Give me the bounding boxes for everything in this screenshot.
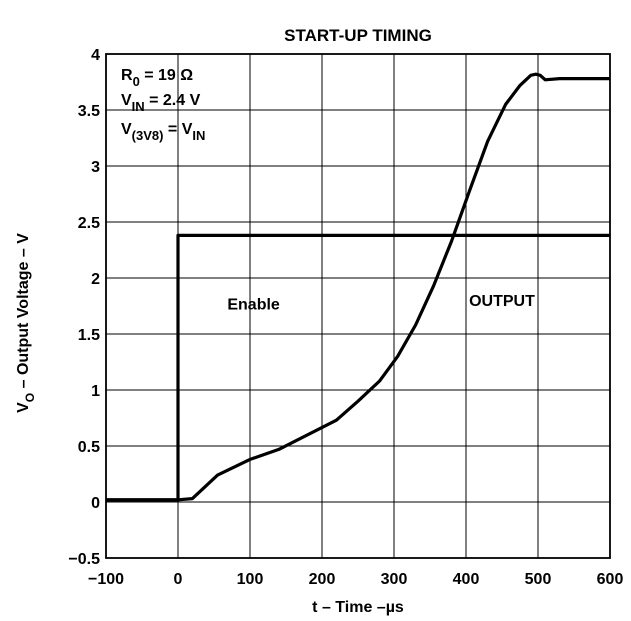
x-tick-label: 600	[597, 571, 624, 588]
annotation-label: OUTPUT	[469, 293, 535, 310]
y-tick-label: 1	[91, 383, 100, 400]
condition-line: VIN = 2.4 V	[121, 92, 201, 114]
chart-title: START-UP TIMING	[284, 26, 432, 45]
plot-frame	[105, 53, 611, 559]
x-tick-label: 400	[453, 571, 480, 588]
y-tick-label: 3	[91, 159, 100, 176]
y-tick-label: 1.5	[78, 327, 100, 344]
y-tick-label: 3.5	[78, 103, 100, 120]
y-tick-label: 4	[91, 47, 100, 64]
condition-line: V(3V8) = VIN	[121, 121, 205, 143]
y-tick-labels: −0.5 0 0.5 1 1.5 2 2.5 3 3.5 4	[68, 47, 100, 568]
conditions-box: R0 = 19 Ω VIN = 2.4 V V(3V8) = VIN	[121, 67, 205, 143]
x-tick-label: 0	[174, 571, 183, 588]
series-line-output	[106, 72, 610, 502]
y-tick-label: 2.5	[78, 215, 100, 232]
x-tick-labels: −100 0 100 200 300 400 500 600	[88, 571, 623, 588]
x-axis-label: t – Time –µs	[312, 599, 404, 616]
y-axis-label: VO – Output Voltage – V	[15, 233, 37, 413]
x-tick-label: 300	[381, 571, 408, 588]
series-line-enable	[106, 233, 610, 502]
x-tick-label: 500	[525, 571, 552, 588]
x-tick-label: −100	[88, 571, 124, 588]
condition-line: R0 = 19 Ω	[121, 67, 193, 89]
x-tick-label: 200	[309, 571, 336, 588]
y-tick-label: 2	[91, 271, 100, 288]
annotation-label: Enable	[227, 296, 280, 313]
x-tick-label: 100	[237, 571, 264, 588]
y-tick-label: −0.5	[68, 551, 100, 568]
series-lines	[106, 72, 610, 502]
y-tick-label: 0.5	[78, 439, 100, 456]
y-tick-label: 0	[91, 495, 100, 512]
annotations: Enable OUTPUT	[227, 293, 535, 313]
